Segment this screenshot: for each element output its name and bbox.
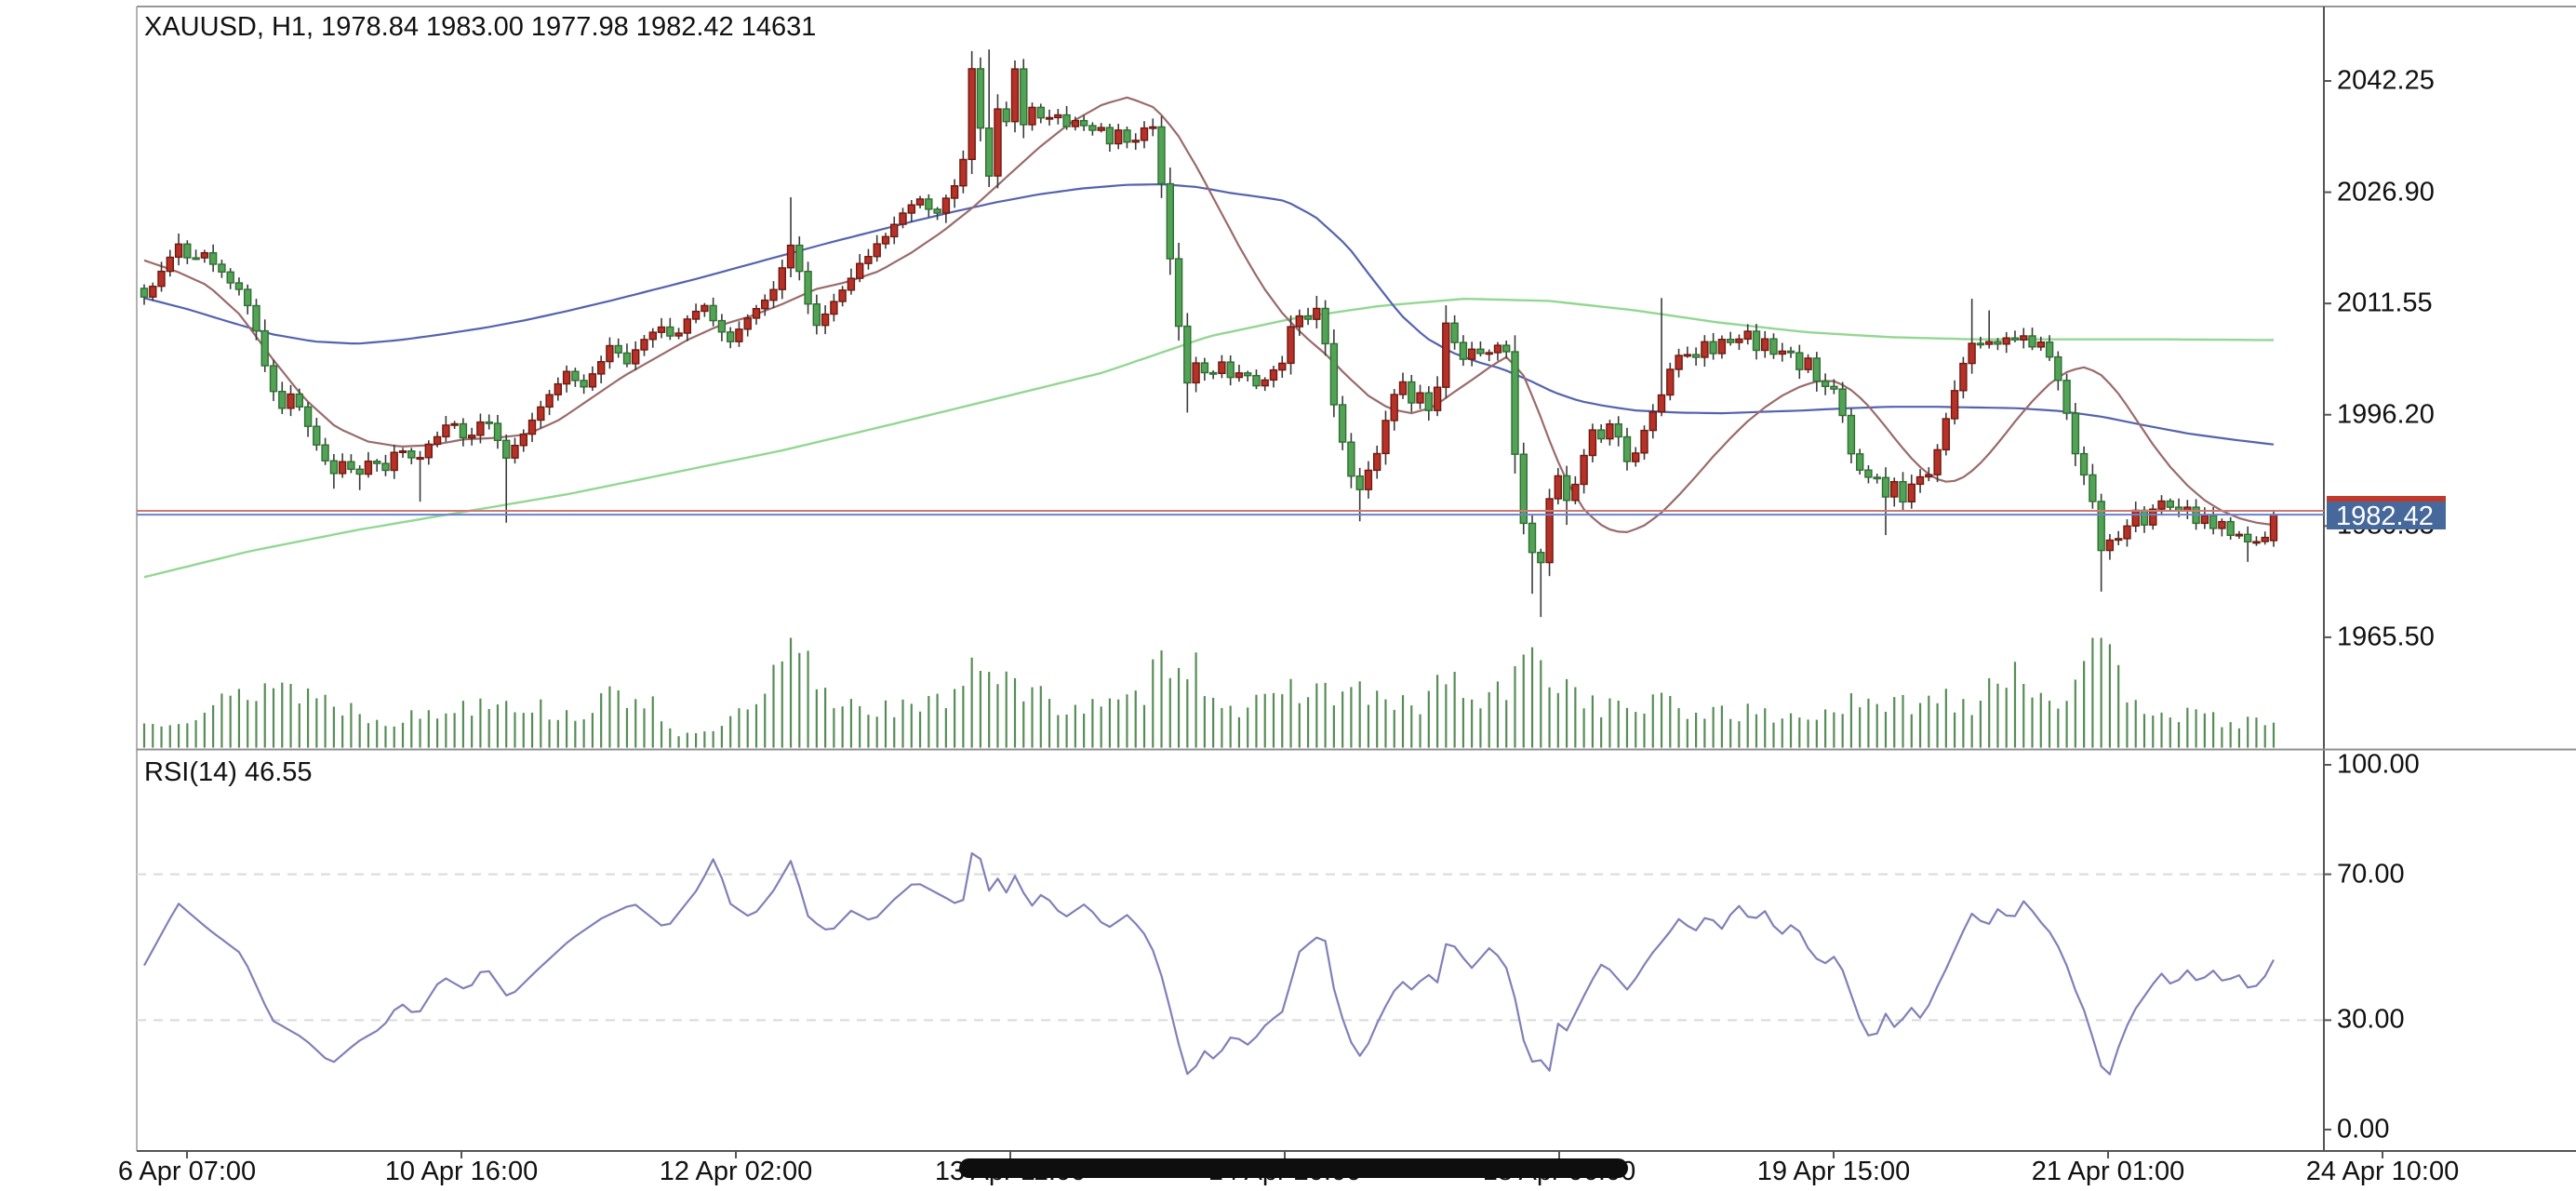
rsi-axis-label: 0.00 [2337, 1114, 2390, 1144]
price-axis-label: 2011.55 [2337, 288, 2433, 318]
price-axis-label: 1965.50 [2337, 622, 2435, 652]
rsi-indicator-label: RSI(14) 46.55 [144, 757, 313, 787]
rsi-axis-label: 30.00 [2337, 1004, 2405, 1035]
time-axis-label: 10 Apr 16:00 [384, 1157, 539, 1186]
ask-price-marker [2327, 496, 2446, 502]
time-axis-label: 6 Apr 07:00 [117, 1157, 257, 1186]
time-axis-label: 21 Apr 01:00 [2031, 1157, 2185, 1186]
price-axis-label: 2026.90 [2337, 177, 2435, 207]
price-axis-label: 2042.25 [2337, 65, 2435, 96]
current-price-tag: 1982.42 [2327, 496, 2446, 531]
current-price-value: 1982.42 [2336, 502, 2434, 531]
time-axis-label: 19 Apr 15:00 [1756, 1157, 1911, 1186]
rsi-axis-label: 100.00 [2337, 749, 2420, 780]
symbol-ohlc-title: XAUUSD, H1, 1978.84 1983.00 1977.98 1982… [144, 12, 817, 42]
redaction-bar [959, 1158, 1628, 1178]
rsi-axis-label: 70.00 [2337, 859, 2405, 890]
time-axis-label: 12 Apr 02:00 [659, 1157, 813, 1186]
price-axis-label: 1996.20 [2337, 399, 2435, 430]
time-axis-label: 24 Apr 10:00 [2305, 1157, 2460, 1186]
